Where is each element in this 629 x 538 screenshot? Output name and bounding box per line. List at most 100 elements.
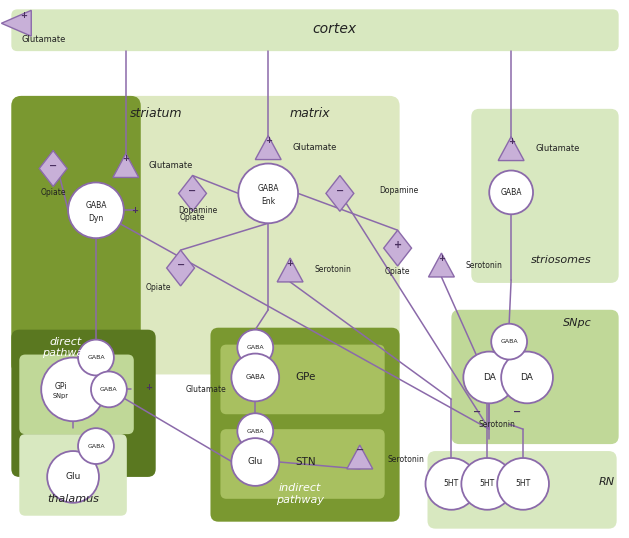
Text: SNpr: SNpr <box>53 393 69 399</box>
Text: +: + <box>122 154 130 163</box>
Circle shape <box>464 351 515 404</box>
Text: −: − <box>513 407 521 417</box>
Polygon shape <box>113 153 139 178</box>
Text: 5HT: 5HT <box>479 479 495 489</box>
Circle shape <box>425 458 477 509</box>
Polygon shape <box>347 445 373 469</box>
Text: GABA: GABA <box>247 429 264 434</box>
Circle shape <box>78 339 114 376</box>
Text: thalamus: thalamus <box>47 494 99 504</box>
Text: −: − <box>356 445 364 455</box>
Text: DA: DA <box>483 373 496 382</box>
Circle shape <box>78 428 114 464</box>
Text: striosomes: striosomes <box>531 255 591 265</box>
Text: +: + <box>131 206 138 215</box>
Text: GABA: GABA <box>100 387 118 392</box>
Polygon shape <box>498 137 524 160</box>
Text: −: − <box>49 160 57 171</box>
Text: Opiate: Opiate <box>180 213 205 222</box>
Circle shape <box>91 371 127 407</box>
Circle shape <box>238 164 298 223</box>
Circle shape <box>489 171 533 214</box>
Text: SNpc: SNpc <box>562 318 591 328</box>
Text: Glutamate: Glutamate <box>535 144 579 153</box>
Text: GABA: GABA <box>247 345 264 350</box>
FancyBboxPatch shape <box>220 429 385 499</box>
Text: indirect
pathway: indirect pathway <box>276 483 324 505</box>
Text: +: + <box>265 136 272 145</box>
Polygon shape <box>1 10 31 36</box>
Polygon shape <box>179 175 206 211</box>
Circle shape <box>42 358 105 421</box>
Circle shape <box>501 351 553 404</box>
Circle shape <box>461 458 513 509</box>
Text: Dopamine: Dopamine <box>179 206 218 215</box>
Polygon shape <box>39 151 67 187</box>
Text: GABA: GABA <box>245 374 265 380</box>
Text: +: + <box>145 383 152 392</box>
Polygon shape <box>384 230 411 266</box>
Text: Opiate: Opiate <box>40 188 66 197</box>
Text: GPe: GPe <box>295 372 316 383</box>
Text: +: + <box>394 240 402 250</box>
Text: −: − <box>177 260 185 270</box>
FancyBboxPatch shape <box>220 345 385 414</box>
Text: Serotonin: Serotonin <box>314 265 351 274</box>
Text: Serotonin: Serotonin <box>387 455 425 464</box>
Text: 5HT: 5HT <box>444 479 459 489</box>
Text: STN: STN <box>295 457 316 467</box>
FancyBboxPatch shape <box>452 310 619 444</box>
FancyBboxPatch shape <box>11 9 619 51</box>
FancyBboxPatch shape <box>471 109 619 283</box>
Text: −: − <box>473 407 481 417</box>
Circle shape <box>491 324 527 359</box>
Text: cortex: cortex <box>313 22 357 36</box>
Polygon shape <box>255 136 281 160</box>
Text: GABA: GABA <box>87 443 105 449</box>
Text: Glutamate: Glutamate <box>186 385 226 394</box>
Text: RN: RN <box>599 477 615 487</box>
FancyBboxPatch shape <box>19 434 127 516</box>
Text: DA: DA <box>521 373 533 382</box>
Circle shape <box>237 413 273 449</box>
Text: Dopamine: Dopamine <box>380 186 419 195</box>
Circle shape <box>231 353 279 401</box>
Text: Glu: Glu <box>248 457 263 466</box>
Text: GABA: GABA <box>85 201 107 210</box>
Text: Enk: Enk <box>261 197 276 206</box>
Polygon shape <box>277 258 303 282</box>
Circle shape <box>497 458 549 509</box>
FancyBboxPatch shape <box>11 96 399 374</box>
Text: GABA: GABA <box>500 339 518 344</box>
Text: −: − <box>189 186 197 195</box>
Text: GABA: GABA <box>501 188 522 197</box>
Text: striatum: striatum <box>130 107 182 121</box>
Text: 5HT: 5HT <box>515 479 531 489</box>
FancyBboxPatch shape <box>211 328 399 522</box>
Text: Dyn: Dyn <box>88 214 104 223</box>
Text: GABA: GABA <box>257 184 279 193</box>
Text: matrix: matrix <box>290 107 330 121</box>
Text: Glutamate: Glutamate <box>21 34 65 44</box>
Circle shape <box>237 330 273 365</box>
Polygon shape <box>428 253 454 277</box>
Text: direct
pathway: direct pathway <box>42 337 90 358</box>
Polygon shape <box>326 175 354 211</box>
Polygon shape <box>167 250 194 286</box>
Text: GABA: GABA <box>87 355 105 360</box>
Text: Serotonin: Serotonin <box>465 260 502 270</box>
FancyBboxPatch shape <box>428 451 616 529</box>
Text: +: + <box>508 137 515 146</box>
Text: Opiate: Opiate <box>385 267 410 277</box>
Text: Glutamate: Glutamate <box>148 161 193 170</box>
Text: +: + <box>438 253 445 263</box>
Circle shape <box>47 451 99 503</box>
FancyBboxPatch shape <box>11 96 141 374</box>
FancyBboxPatch shape <box>11 330 156 477</box>
FancyBboxPatch shape <box>19 355 134 434</box>
Text: −: − <box>336 186 344 195</box>
Text: Glutamate: Glutamate <box>292 143 337 152</box>
Circle shape <box>231 438 279 486</box>
Text: +: + <box>287 259 294 267</box>
Text: +: + <box>19 11 27 20</box>
